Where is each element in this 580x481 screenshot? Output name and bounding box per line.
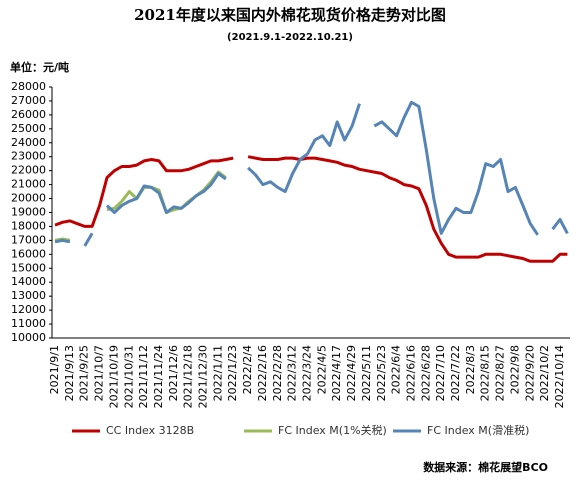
series-line bbox=[54, 170, 227, 242]
x-tick-label: 2021/11/12 bbox=[137, 345, 150, 408]
x-tick-label: 2021/12/18 bbox=[182, 345, 195, 408]
legend-label: FC Index M(滑准税) bbox=[427, 423, 529, 437]
x-tick-label: 2022/3/12 bbox=[286, 345, 299, 401]
y-tick-label: 26000 bbox=[11, 108, 46, 121]
y-tick-label: 25000 bbox=[11, 122, 46, 135]
y-tick-label: 20000 bbox=[11, 192, 46, 205]
y-tick-label: 13000 bbox=[11, 289, 46, 302]
x-tick-label: 2021/9/13 bbox=[63, 345, 76, 401]
y-tick-label: 18000 bbox=[11, 219, 46, 232]
x-tick-label: 2022/2/16 bbox=[256, 345, 269, 401]
y-tick-label: 27000 bbox=[11, 94, 46, 107]
x-tick-label: 2022/1/11 bbox=[211, 345, 224, 401]
x-tick-label: 2021/10/19 bbox=[107, 345, 120, 408]
y-tick-label: 22000 bbox=[11, 164, 46, 177]
x-tick-label: 2022/8/27 bbox=[494, 345, 507, 401]
y-tick-label: 23000 bbox=[11, 150, 46, 163]
series-line bbox=[54, 100, 569, 247]
x-tick-label: 2022/6/4 bbox=[390, 345, 403, 394]
x-tick-label: 2022/9/8 bbox=[508, 345, 521, 394]
x-tick-label: 2022/7/22 bbox=[449, 345, 462, 401]
x-tick-label: 2022/8/15 bbox=[479, 345, 492, 401]
legend-label: FC Index M(1%关税) bbox=[278, 423, 387, 437]
x-tick-label: 2021/12/30 bbox=[197, 345, 210, 408]
x-tick-label: 2022/2/28 bbox=[271, 345, 284, 401]
chart-subtitle: (2021.9.1-2022.10.21) bbox=[227, 32, 353, 43]
x-tick-label: 2021/10/31 bbox=[122, 345, 135, 408]
y-tick-label: 14000 bbox=[11, 275, 46, 288]
legend-label: CC Index 3128B bbox=[106, 424, 194, 437]
x-tick-label: 2022/1/23 bbox=[226, 345, 239, 401]
x-tick-label: 2022/4/5 bbox=[315, 345, 328, 394]
y-tick-label: 11000 bbox=[11, 317, 46, 330]
x-tick-label: 2021/12/6 bbox=[167, 345, 180, 401]
x-tick-label: 2022/10/2 bbox=[538, 345, 551, 401]
x-tick-label: 2022/5/23 bbox=[375, 345, 388, 401]
x-tick-label: 2022/9/20 bbox=[523, 345, 536, 401]
y-tick-label: 21000 bbox=[11, 178, 46, 191]
x-tick-label: 2022/7/10 bbox=[434, 345, 447, 401]
x-tick-label: 2022/6/28 bbox=[419, 345, 432, 401]
y-tick-label: 10000 bbox=[11, 331, 46, 344]
x-tick-label: 2022/2/4 bbox=[241, 345, 254, 394]
series-line bbox=[54, 155, 568, 263]
x-tick-label: 2022/6/16 bbox=[404, 345, 417, 401]
x-tick-label: 2022/4/29 bbox=[345, 345, 358, 401]
x-tick-label: 2022/3/24 bbox=[301, 345, 314, 401]
x-tick-label: 2021/9/1 bbox=[48, 345, 61, 394]
y-tick-label: 19000 bbox=[11, 206, 46, 219]
y-tick-label: 17000 bbox=[11, 233, 46, 246]
x-tick-label: 2021/9/25 bbox=[78, 345, 91, 401]
x-tick-label: 2022/8/3 bbox=[464, 345, 477, 394]
x-tick-label: 2022/5/11 bbox=[360, 345, 373, 401]
x-tick-label: 2021/11/24 bbox=[152, 345, 165, 408]
y-tick-label: 15000 bbox=[11, 261, 46, 274]
y-tick-label: 28000 bbox=[11, 80, 46, 93]
y-tick-label: 16000 bbox=[11, 247, 46, 260]
x-tick-label: 2022/4/17 bbox=[330, 345, 343, 401]
y-axis-unit: 单位：元/吨 bbox=[10, 60, 69, 74]
y-tick-label: 24000 bbox=[11, 136, 46, 149]
x-tick-label: 2021/10/7 bbox=[93, 345, 106, 401]
x-tick-label: 2022/10/14 bbox=[553, 345, 566, 408]
y-tick-label: 12000 bbox=[11, 303, 46, 316]
chart-title: 2021年度以来国内外棉花现货价格走势对比图 bbox=[134, 6, 446, 24]
source-note: 数据来源：棉花展望BCO bbox=[423, 460, 548, 474]
